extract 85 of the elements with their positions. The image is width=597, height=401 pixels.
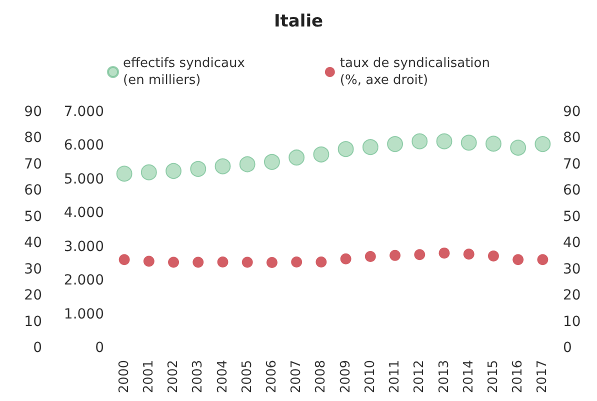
x-tick-label: 2015 [486, 360, 501, 394]
point [217, 256, 228, 268]
point [390, 250, 401, 261]
y2-tick-label: 30 [563, 261, 581, 278]
point [510, 140, 526, 156]
point [485, 136, 502, 152]
point [118, 254, 130, 266]
x-tick-label: 2003 [190, 360, 206, 394]
y3-tick-label: 80 [24, 130, 42, 146]
point [143, 256, 154, 267]
y-tick-label: 6.000 [64, 138, 104, 154]
x-tick-label: 2006 [264, 360, 280, 394]
x-tick-label: 2001 [141, 360, 156, 394]
y3-tick-label: 10 [24, 314, 42, 330]
x-tick-label: 2004 [215, 360, 230, 394]
y2-tick-label: 70 [563, 156, 581, 172]
y-tick-label: 2.000 [64, 272, 104, 289]
y3-tick-label: 0 [33, 340, 42, 356]
y3-tick-label: 60 [24, 182, 42, 199]
x-tick-label: 2012 [412, 360, 428, 394]
x-tick-label: 2016 [510, 360, 526, 394]
y2-tick-label: 90 [563, 104, 581, 120]
y2-tick-label: 80 [563, 130, 581, 146]
y3-tick-label: 70 [24, 156, 42, 172]
x-tick-label: 2000 [116, 360, 132, 394]
x-tick-label: 2007 [289, 360, 304, 394]
legend-label: effectifs syndicaux (en milliers) [123, 56, 246, 88]
point [264, 154, 280, 170]
point [140, 164, 157, 180]
point [192, 256, 204, 268]
y-tick-label: 7.000 [64, 104, 104, 120]
x-tick-label: 2002 [166, 360, 182, 394]
y2-tick-label: 20 [563, 288, 581, 304]
point [534, 136, 551, 152]
chart-title: Italie [274, 12, 324, 32]
y3-tick-label: 90 [24, 104, 42, 120]
point [512, 254, 524, 266]
y2-tick-label: 0 [563, 340, 572, 356]
point [436, 133, 452, 150]
point [338, 141, 354, 158]
y2-tick-label: 10 [563, 314, 581, 330]
x-tick-label: 2017 [535, 360, 550, 394]
point [316, 256, 327, 268]
y-tick-label: 3.000 [64, 238, 104, 255]
y-tick-label: 1.000 [64, 306, 104, 322]
x-tick-label: 2013 [436, 360, 452, 394]
y-tick-label: 4.000 [64, 205, 104, 222]
point [239, 156, 256, 172]
x-tick-label: 2011 [388, 360, 403, 394]
x-tick-label: 2009 [338, 360, 354, 394]
point [460, 134, 477, 151]
x-tick-label: 2014 [461, 360, 476, 394]
point [412, 133, 428, 150]
y2-tick-label: 40 [563, 235, 581, 252]
x-tick-label: 2008 [314, 360, 329, 394]
point [387, 136, 404, 152]
point [168, 256, 180, 268]
point [362, 139, 378, 156]
point [214, 158, 231, 174]
point [488, 250, 499, 262]
y3-tick-label: 20 [24, 288, 42, 304]
point [414, 249, 426, 260]
y-tick-label: 0 [95, 340, 104, 356]
legend-label: taux de syndicalisation (%, axe droit) [340, 56, 490, 88]
point [364, 250, 376, 262]
point [340, 253, 352, 264]
y3-tick-label: 40 [24, 235, 42, 252]
point [537, 254, 548, 266]
point [242, 256, 253, 268]
x-tick-label: 2005 [240, 360, 255, 394]
x-tick-label: 2010 [362, 360, 378, 394]
point [190, 160, 206, 177]
point [438, 248, 450, 259]
y2-tick-label: 50 [563, 208, 581, 225]
y2-tick-label: 60 [563, 182, 581, 199]
point [166, 163, 182, 179]
y3-tick-label: 30 [24, 261, 42, 278]
point [116, 166, 132, 182]
point [288, 150, 305, 166]
point [463, 248, 474, 260]
point [313, 146, 330, 162]
point [266, 257, 278, 268]
y-tick-label: 5.000 [64, 171, 104, 188]
y3-tick-label: 50 [24, 208, 42, 225]
point [291, 256, 302, 268]
